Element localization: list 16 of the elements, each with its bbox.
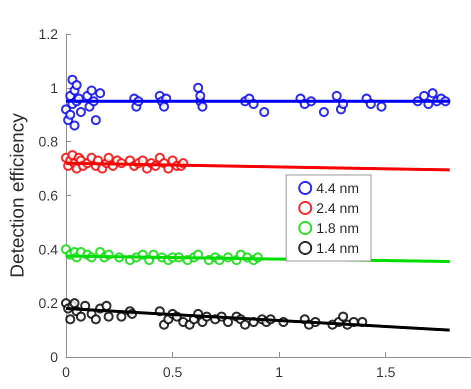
y-tick-label: 0.4 <box>38 241 58 258</box>
y-tick-label: 0.8 <box>38 134 58 150</box>
x-tick-label: 1.5 <box>376 364 396 380</box>
y-tick-label: 0.6 <box>38 188 58 204</box>
y-tick-label: 1 <box>50 80 58 96</box>
legend-label: 2.4 nm <box>316 200 360 216</box>
legend-label: 1.4 nm <box>316 240 360 256</box>
y-tick-label: 0 <box>50 349 58 365</box>
y-axis-title: Detection efficiency <box>8 112 29 278</box>
y-tick-label: 0.2 <box>38 295 58 312</box>
legend-label: 1.8 nm <box>316 220 360 236</box>
legend-label: 4.4 nm <box>316 180 360 196</box>
x-tick-label: 0.5 <box>162 364 183 380</box>
y-tick-label: 1.2 <box>38 26 58 42</box>
x-tick-label: 0 <box>62 364 70 380</box>
x-tick-label: 1 <box>275 364 284 380</box>
